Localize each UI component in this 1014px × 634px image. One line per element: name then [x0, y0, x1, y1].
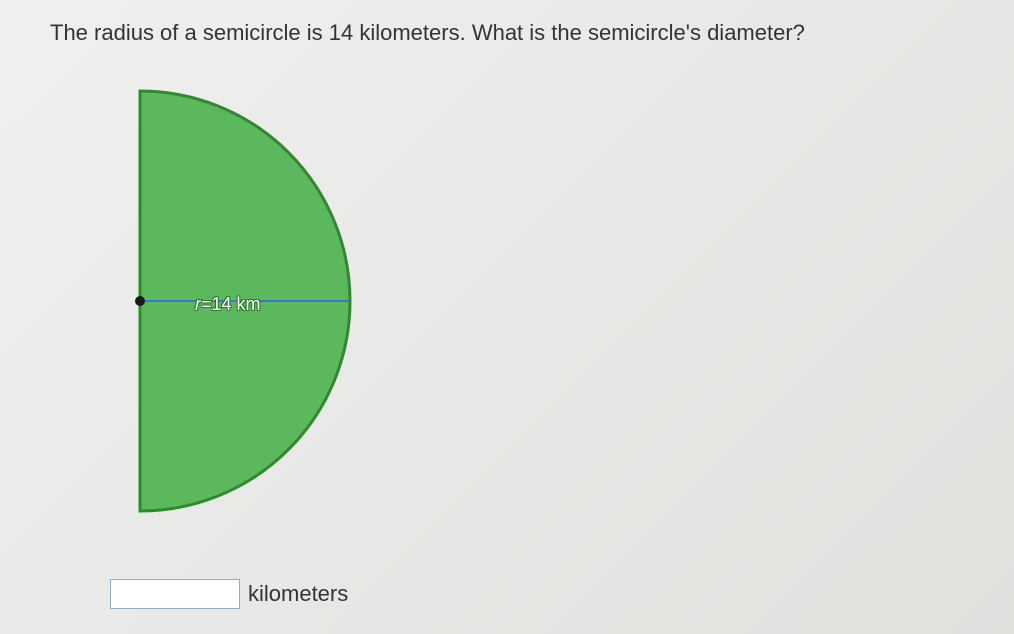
- center-point: [135, 296, 145, 306]
- radius-label: r=14 km: [195, 294, 261, 315]
- question-text: The radius of a semicircle is 14 kilomet…: [50, 20, 964, 46]
- answer-input[interactable]: [110, 579, 240, 609]
- unit-label: kilometers: [248, 581, 348, 607]
- answer-row: kilometers: [110, 579, 348, 609]
- semicircle-diagram: r=14 km: [110, 86, 410, 516]
